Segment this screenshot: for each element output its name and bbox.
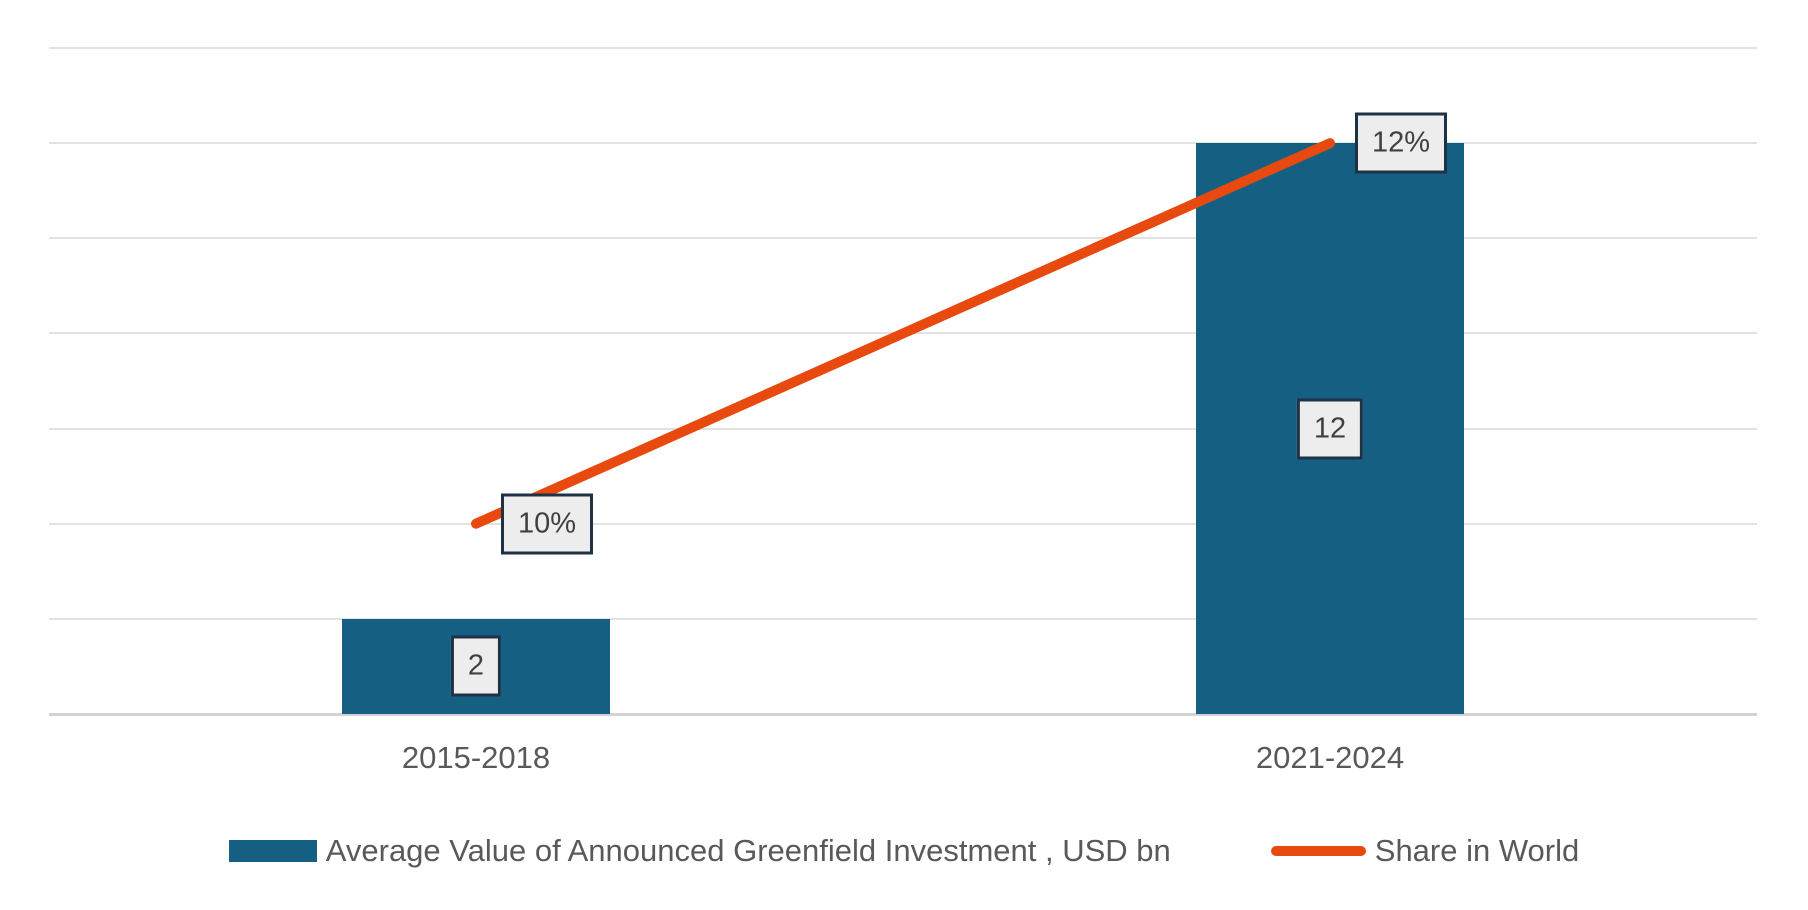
- line-data-label: 10%: [501, 493, 594, 555]
- legend-item-bar-series: Average Value of Announced Greenfield In…: [228, 833, 1171, 869]
- gridline: [49, 47, 1757, 49]
- chart-legend: Average Value of Announced Greenfield In…: [0, 833, 1808, 869]
- gridline: [49, 142, 1757, 145]
- bar-data-label: 12: [1296, 398, 1364, 460]
- legend-bar-swatch-icon: [228, 840, 317, 862]
- gridline: [49, 332, 1757, 335]
- legend-label: Share in World: [1374, 833, 1580, 868]
- gridline: [49, 522, 1757, 525]
- gridline: [49, 237, 1757, 240]
- x-axis-line: [49, 713, 1757, 716]
- line-data-label: 12%: [1355, 112, 1448, 174]
- bar-data-label: 2: [450, 635, 502, 697]
- gridline: [49, 427, 1757, 430]
- x-axis-label: 2021-2024: [1255, 740, 1405, 775]
- x-axis-label: 2015-2018: [401, 740, 551, 775]
- gridline: [49, 617, 1757, 620]
- legend-label: Average Value of Announced Greenfield In…: [325, 833, 1171, 868]
- legend-line-swatch-icon: [1270, 846, 1366, 856]
- legend-item-line-series: Share in World: [1270, 833, 1580, 869]
